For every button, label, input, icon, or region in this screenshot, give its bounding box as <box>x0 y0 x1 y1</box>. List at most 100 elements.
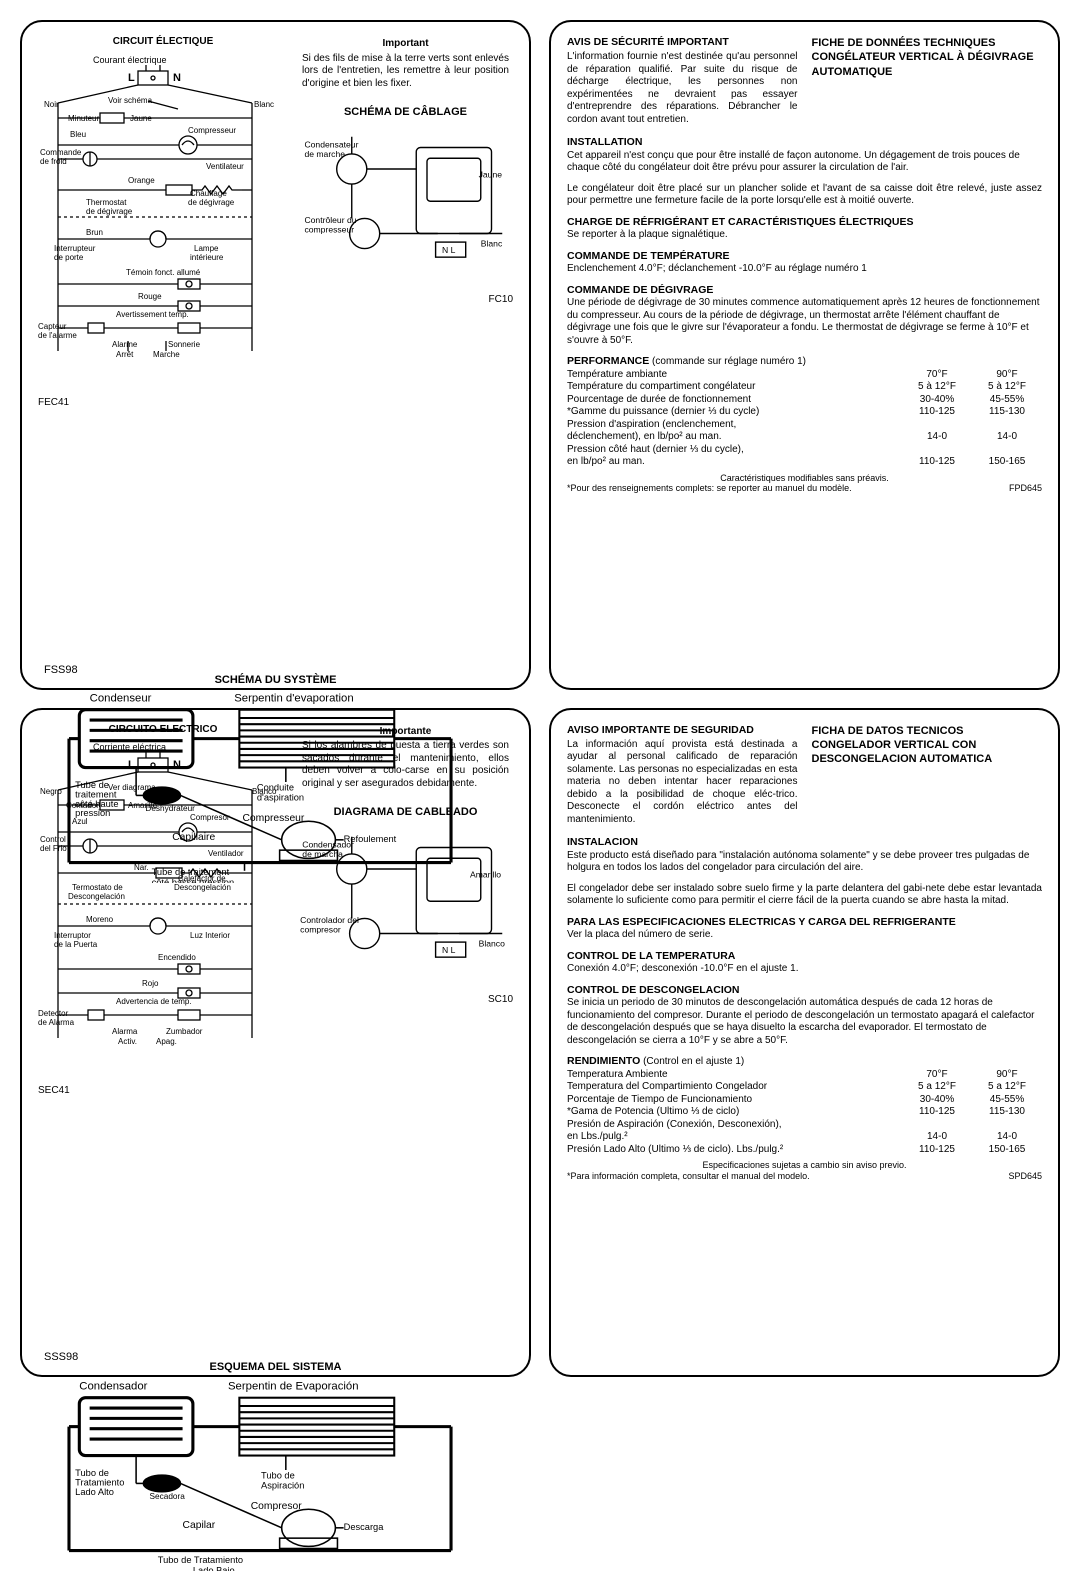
safety-title-fr: AVIS DE SÉCURITÉ IMPORTANT <box>567 36 798 49</box>
svg-text:Thermostat: Thermostat <box>86 198 127 207</box>
important-title-es: Importante <box>302 726 509 739</box>
svg-text:Moreno: Moreno <box>86 915 114 924</box>
code-fc10: FC10 <box>489 294 513 307</box>
charge-h-es: PARA LAS ESPECIFICACIONES ELECTRICAS Y C… <box>567 916 956 928</box>
svg-text:intérieure: intérieure <box>190 253 224 262</box>
svg-text:Rouge: Rouge <box>138 292 162 301</box>
install-h-fr: INSTALLATION <box>567 136 642 148</box>
temp-b-es: Conexión 4.0°F; desconexión -10.0°F en e… <box>567 963 798 974</box>
perf-row: Température du compartiment congélateur5… <box>567 381 1042 394</box>
svg-text:Avertissement temp.: Avertissement temp. <box>116 310 189 319</box>
data-title-fr: FICHE DE DONNÉES TECHNIQUES CONGÉLATEUR … <box>812 36 1043 126</box>
code-fpd: FPD645 <box>1009 483 1042 494</box>
sys-title-fr: SCHÉMA DU SYSTÈME <box>38 674 513 688</box>
charge-h-fr: CHARGE DE RÉFRIGÉRANT ET CARACTÉRISTIQUE… <box>567 216 914 228</box>
perf-row: Température ambiante70°F90°F <box>567 369 1042 382</box>
svg-text:de la Puerta: de la Puerta <box>54 940 98 949</box>
svg-text:Compresseur: Compresseur <box>188 126 236 135</box>
svg-text:Condensador: Condensador <box>79 1380 147 1392</box>
defrost-h-es: CONTROL DE DESCONGELACION <box>567 984 739 996</box>
svg-text:Capilar: Capilar <box>183 1520 216 1531</box>
svg-text:Brun: Brun <box>86 228 103 237</box>
perf-table-fr: Température ambiante70°F90°FTempérature … <box>567 369 1042 469</box>
elec-current: Courant électrique <box>93 55 167 65</box>
svg-text:Blanco: Blanco <box>479 938 505 948</box>
wiring-title-fr: SCHÉMA DE CÂBLAGE <box>298 106 513 120</box>
safety-body-es: La información aquí provista está destin… <box>567 739 798 825</box>
important-body-fr: Si des fils de mise à la terre verts son… <box>302 53 509 91</box>
perf-row: en Lbs./pulg.²14-014-0 <box>567 1131 1042 1144</box>
perf-row: Porcentaje de Tiempo de Funcionamiento30… <box>567 1094 1042 1107</box>
svg-text:Interruptor: Interruptor <box>54 931 91 940</box>
svg-text:N L: N L <box>442 945 456 955</box>
svg-text:Control: Control <box>40 835 66 844</box>
svg-text:Marche: Marche <box>153 350 180 359</box>
panel-es-diagram: CIRCUITO ELECTRICO Corriente eléctrica L… <box>20 708 531 1378</box>
code-spd: SPD645 <box>1008 1171 1042 1182</box>
perf-row: Pression d'aspiration (enclenchement, <box>567 419 1042 432</box>
wiring-svg-fr: N L Condensateur de marche Contrôleur du… <box>298 126 513 287</box>
charge-b-fr: Se reporter à la plaque signalétique. <box>567 229 728 240</box>
wiring-svg-es: N L Condensador de marcha Controlador de… <box>298 826 513 987</box>
install-h-es: INSTALACION <box>567 836 638 848</box>
code-fec: FEC41 <box>38 397 69 410</box>
svg-text:Bleu: Bleu <box>70 130 86 139</box>
svg-text:Alarme: Alarme <box>112 340 138 349</box>
svg-text:compresseur: compresseur <box>304 224 354 234</box>
svg-text:Corriente eléctrica: Corriente eléctrica <box>93 742 166 752</box>
important-title-fr: Important <box>302 38 509 51</box>
code-sec: SEC41 <box>38 1085 70 1098</box>
svg-text:Termostato de: Termostato de <box>72 883 123 892</box>
defrost-b-es: Se inicia un periodo de 30 minutos de de… <box>567 997 1035 1046</box>
data-title-es: FICHA DE DATOS TECNICOS CONGELADOR VERTI… <box>812 724 1043 827</box>
svg-text:N L: N L <box>442 245 456 255</box>
panel-fr-diagram: CIRCUIT ÉLECTIQUE Courant électrique L N… <box>20 20 531 690</box>
svg-text:Lampe: Lampe <box>194 244 219 253</box>
svg-text:Compresor: Compresor <box>190 813 230 822</box>
svg-text:Blanc: Blanc <box>254 100 274 109</box>
svg-text:Ver diagrama: Ver diagrama <box>108 783 156 792</box>
svg-text:Amarillo: Amarillo <box>470 869 501 879</box>
svg-text:Condenseur: Condenseur <box>90 693 152 705</box>
defrost-b-fr: Une période de dégivrage de 30 minutes c… <box>567 297 1040 346</box>
install-1-es: Este producto está diseñado para "instal… <box>567 850 1029 874</box>
code-sss: SSS98 <box>44 1351 78 1365</box>
svg-text:de dégivrage: de dégivrage <box>86 207 133 216</box>
svg-text:Nar.: Nar. <box>134 863 149 872</box>
temp-b-fr: Enclenchement 4.0°F; déclanchement -10.0… <box>567 263 867 274</box>
svg-text:Compresor: Compresor <box>251 1501 303 1512</box>
defrost-h-fr: COMMANDE DE DÉGIVRAGE <box>567 284 713 296</box>
svg-text:Interrupteur: Interrupteur <box>54 244 96 253</box>
svg-text:Serpentin de Evaporación: Serpentin de Evaporación <box>228 1380 359 1392</box>
svg-text:Negro: Negro <box>40 787 62 796</box>
install-2-fr: Le congélateur doit être placé sur un pl… <box>567 183 1042 208</box>
perf-row: Presión Lado Alto (Ultimo ⅓ de ciclo). L… <box>567 1144 1042 1157</box>
svg-text:L: L <box>128 72 135 84</box>
svg-text:Aspiración: Aspiración <box>261 1480 304 1490</box>
svg-text:Azul: Azul <box>72 817 88 826</box>
svg-text:Lado Alto: Lado Alto <box>75 1487 114 1497</box>
svg-text:Condensateur: Condensateur <box>304 139 358 149</box>
svg-text:Descarga: Descarga <box>344 1522 385 1532</box>
svg-text:Contrôleur du: Contrôleur du <box>304 215 356 225</box>
svg-text:Arrêt: Arrêt <box>116 350 134 359</box>
svg-text:de porte: de porte <box>54 253 84 262</box>
svg-text:N: N <box>173 759 181 771</box>
svg-text:Condensador: Condensador <box>302 839 354 849</box>
svg-text:Descongelación: Descongelación <box>174 883 231 892</box>
install-2-es: El congelador debe ser instalado sobre s… <box>567 883 1042 908</box>
panel-fr-text: AVIS DE SÉCURITÉ IMPORTANT L'information… <box>549 20 1060 690</box>
sys-title-es: ESQUEMA DEL SISTEMA <box>38 1361 513 1375</box>
svg-text:Orange: Orange <box>128 176 155 185</box>
temp-h-es: CONTROL DE LA TEMPERATURA <box>567 950 735 962</box>
foot1-es: Especificaciones sujetas a cambio sin av… <box>567 1160 1042 1171</box>
svg-text:Ventilateur: Ventilateur <box>206 162 244 171</box>
perf-sub-fr: (commande sur réglage numéro 1) <box>652 356 806 367</box>
foot2-es: *Para información completa, consultar el… <box>567 1171 810 1182</box>
svg-text:Encendido: Encendido <box>158 953 196 962</box>
svg-text:de marche: de marche <box>304 149 345 159</box>
temp-h-fr: COMMANDE DE TEMPÉRATURE <box>567 250 730 262</box>
svg-text:L: L <box>128 759 135 771</box>
install-1-fr: Cet appareil n'est conçu que pour être i… <box>567 150 1020 174</box>
svg-text:Blanco: Blanco <box>252 787 277 796</box>
